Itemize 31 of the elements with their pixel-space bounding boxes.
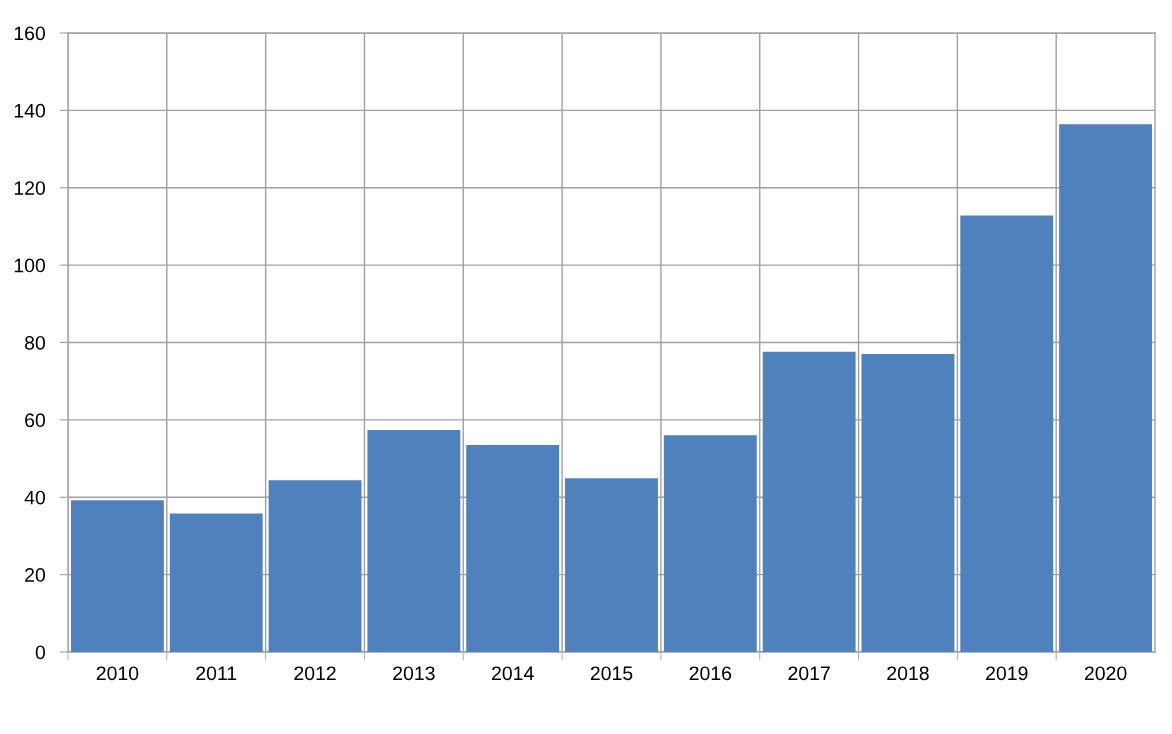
bar bbox=[367, 429, 461, 652]
y-tick-label: 100 bbox=[14, 258, 46, 273]
bar bbox=[466, 445, 560, 652]
x-tick-label: 2012 bbox=[294, 666, 336, 681]
y-tick-label: 140 bbox=[14, 103, 46, 118]
bar bbox=[861, 354, 955, 652]
bar bbox=[762, 351, 856, 652]
y-tick-label: 120 bbox=[14, 181, 46, 195]
bar bbox=[169, 513, 263, 652]
x-tick-label: 2013 bbox=[393, 666, 435, 681]
bar bbox=[565, 478, 658, 652]
y-tick-label: 0 bbox=[35, 645, 46, 660]
y-tick-label: 60 bbox=[25, 413, 46, 428]
y-tick-label: 40 bbox=[24, 490, 46, 505]
y-tick-label: 160 bbox=[14, 26, 46, 41]
x-tick-label: 2018 bbox=[887, 666, 929, 681]
x-tick-label: 2020 bbox=[1084, 666, 1127, 681]
bar bbox=[268, 480, 362, 652]
x-tick-label: 2017 bbox=[788, 666, 830, 681]
bar bbox=[1059, 124, 1153, 652]
x-tick-label: 2011 bbox=[196, 666, 237, 681]
bar bbox=[663, 435, 757, 652]
y-tick-label: 20 bbox=[25, 568, 46, 582]
y-tick-label: 80 bbox=[25, 335, 46, 350]
bar bbox=[70, 500, 164, 652]
bar bbox=[960, 215, 1054, 652]
x-tick-label: 2016 bbox=[689, 666, 732, 681]
x-tick-label: 2014 bbox=[492, 666, 534, 681]
x-tick-label: 2010 bbox=[96, 666, 139, 681]
x-tick-label: 2015 bbox=[590, 666, 633, 681]
x-tick-label: 2019 bbox=[986, 666, 1028, 681]
